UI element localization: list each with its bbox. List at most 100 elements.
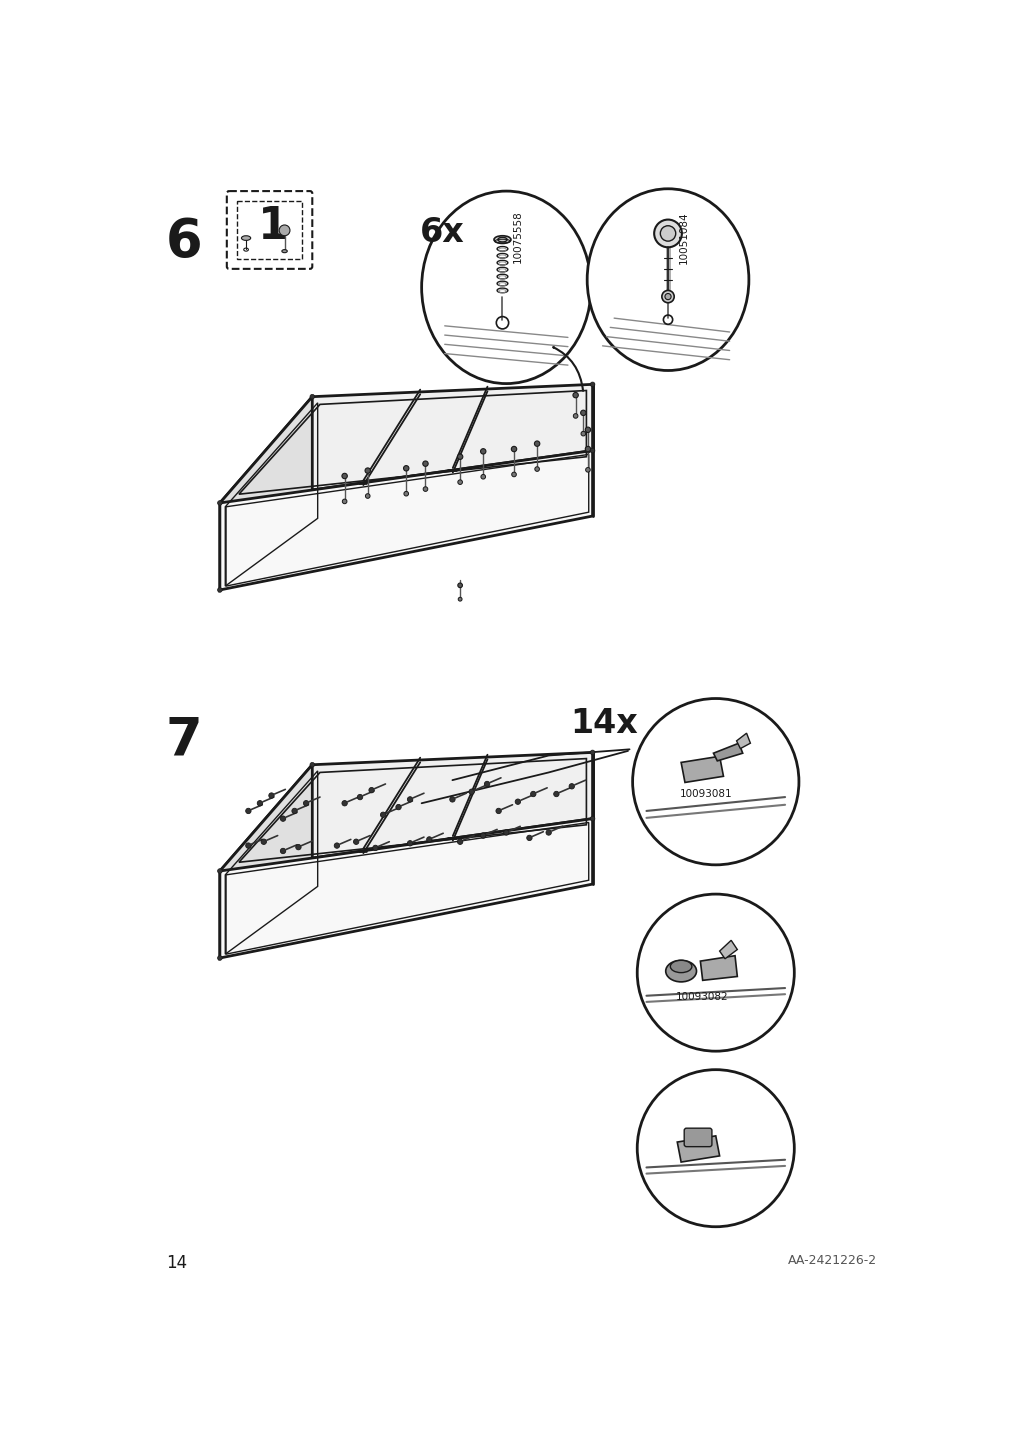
Circle shape	[427, 836, 432, 842]
Circle shape	[280, 848, 285, 853]
Circle shape	[309, 394, 314, 400]
Text: 7: 7	[166, 715, 202, 766]
Polygon shape	[676, 1136, 719, 1161]
Polygon shape	[219, 451, 592, 590]
Circle shape	[664, 294, 670, 299]
Circle shape	[246, 843, 251, 848]
Circle shape	[423, 461, 428, 467]
Circle shape	[217, 869, 222, 874]
Circle shape	[584, 447, 590, 451]
Circle shape	[457, 454, 462, 460]
Polygon shape	[219, 752, 592, 871]
Text: 10093082: 10093082	[675, 992, 728, 1002]
Circle shape	[530, 792, 536, 796]
Polygon shape	[719, 941, 737, 959]
Circle shape	[217, 587, 222, 593]
Circle shape	[217, 955, 222, 961]
Circle shape	[495, 808, 500, 813]
Polygon shape	[219, 765, 312, 958]
Circle shape	[423, 487, 428, 491]
Circle shape	[372, 845, 378, 851]
Circle shape	[309, 762, 314, 768]
Circle shape	[407, 841, 412, 846]
Circle shape	[369, 788, 374, 793]
Circle shape	[457, 480, 462, 484]
Circle shape	[468, 789, 474, 795]
Text: 10093081: 10093081	[679, 789, 732, 799]
Ellipse shape	[632, 699, 798, 865]
Circle shape	[553, 792, 558, 796]
Text: 14x: 14x	[569, 707, 637, 740]
Polygon shape	[700, 955, 737, 981]
Circle shape	[403, 491, 408, 495]
Ellipse shape	[422, 190, 590, 384]
Ellipse shape	[493, 236, 511, 243]
Circle shape	[480, 448, 485, 454]
Circle shape	[342, 500, 347, 504]
Circle shape	[342, 474, 347, 478]
Circle shape	[534, 467, 539, 471]
Circle shape	[653, 219, 681, 248]
Circle shape	[365, 468, 370, 474]
Circle shape	[572, 392, 577, 398]
Text: 14: 14	[166, 1253, 187, 1272]
Circle shape	[589, 750, 594, 755]
Circle shape	[457, 839, 462, 845]
Circle shape	[480, 474, 485, 480]
Circle shape	[589, 382, 594, 387]
Ellipse shape	[497, 238, 507, 242]
Circle shape	[580, 431, 585, 435]
Polygon shape	[219, 819, 592, 958]
Circle shape	[511, 447, 517, 451]
Ellipse shape	[665, 961, 696, 982]
Circle shape	[568, 783, 574, 789]
Circle shape	[261, 839, 266, 845]
Circle shape	[484, 782, 489, 786]
Ellipse shape	[242, 236, 251, 241]
Ellipse shape	[586, 189, 748, 371]
Circle shape	[580, 410, 585, 415]
Circle shape	[512, 473, 516, 477]
Circle shape	[457, 583, 462, 587]
Polygon shape	[736, 733, 750, 749]
Ellipse shape	[282, 249, 287, 252]
Circle shape	[279, 225, 290, 236]
Circle shape	[269, 793, 274, 798]
Text: 10075558: 10075558	[513, 211, 523, 262]
Circle shape	[217, 501, 222, 505]
Circle shape	[589, 448, 594, 453]
Circle shape	[342, 800, 347, 806]
Polygon shape	[680, 756, 723, 782]
Circle shape	[589, 816, 594, 821]
Circle shape	[659, 226, 675, 241]
Circle shape	[449, 796, 455, 802]
Polygon shape	[713, 743, 742, 760]
Circle shape	[395, 805, 400, 809]
Ellipse shape	[669, 961, 692, 972]
Circle shape	[584, 427, 590, 432]
Polygon shape	[219, 397, 312, 590]
Circle shape	[573, 414, 577, 418]
Circle shape	[661, 291, 673, 302]
Circle shape	[480, 833, 485, 838]
Bar	[237, 200, 302, 259]
Circle shape	[515, 799, 520, 805]
Circle shape	[585, 467, 589, 473]
Circle shape	[585, 448, 589, 453]
Text: 6x: 6x	[420, 216, 464, 249]
Circle shape	[246, 808, 251, 813]
Text: 6: 6	[166, 216, 202, 269]
Circle shape	[291, 808, 297, 813]
Circle shape	[380, 812, 385, 818]
Circle shape	[546, 829, 551, 835]
Polygon shape	[219, 384, 592, 503]
Circle shape	[403, 465, 408, 471]
Circle shape	[526, 835, 532, 841]
Circle shape	[407, 796, 412, 802]
Ellipse shape	[637, 894, 794, 1051]
Text: AA-2421226-2: AA-2421226-2	[788, 1253, 877, 1267]
FancyArrowPatch shape	[553, 347, 582, 391]
Circle shape	[503, 829, 509, 835]
Circle shape	[280, 816, 285, 822]
Circle shape	[295, 845, 301, 849]
